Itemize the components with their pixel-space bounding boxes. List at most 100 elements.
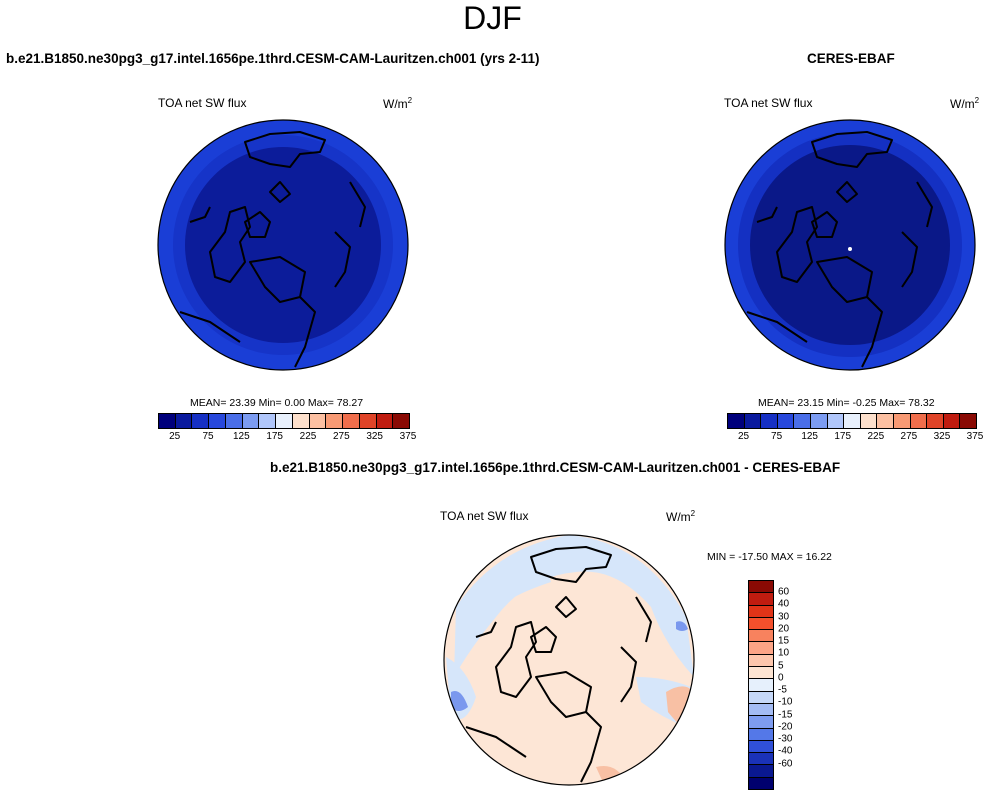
colorbar-swatch [749,703,773,717]
diff-colorbar [748,580,774,790]
colorbar-swatch [749,617,773,631]
colorbar-swatch [749,679,773,692]
colorbar-swatch [749,765,773,778]
model-polar-map [157,119,409,371]
colorbar-tick-label: 10 [778,647,790,659]
colorbar-tick-label: 375 [966,431,984,442]
obs-coastlines [746,131,933,368]
colorbar-swatch [910,414,928,428]
colorbar-swatch [326,414,344,428]
colorbar-swatch [827,414,845,428]
diff-units: W/m2 [666,509,696,524]
colorbar-swatch [761,414,778,428]
colorbar-tick-label: 175 [266,431,283,442]
colorbar-swatch [749,728,773,741]
model-units: W/m2 [383,96,413,111]
colorbar-swatch [777,414,795,428]
colorbar-swatch [844,414,861,428]
colorbar-swatch [960,414,976,428]
colorbar-tick-label: 325 [933,431,951,442]
obs-variable-title: TOA net SW flux [724,96,813,110]
colorbar-swatch [175,414,193,428]
colorbar-swatch [749,691,773,704]
colorbar-tick-label: 15 [778,635,790,647]
colorbar-tick-label: -20 [778,721,793,733]
colorbar-swatch [749,740,773,754]
colorbar-tick-label: 75 [771,431,783,442]
colorbar-swatch [309,414,327,428]
obs-map-inner-field [750,145,950,345]
colorbar-swatch [259,414,277,428]
colorbar-swatch [749,753,773,766]
colorbar-tick-label: 225 [299,431,317,442]
colorbar-swatch [749,716,773,729]
colorbar-swatch [393,414,410,428]
colorbar-swatch [749,777,773,790]
colorbar-tick-label: 275 [900,431,918,442]
colorbar-swatch [749,581,773,594]
colorbar-swatch [749,630,773,643]
colorbar-swatch [376,414,394,428]
colorbar-tick-label: 225 [867,431,885,442]
season-title: DJF [463,0,522,36]
colorbar-tick-label: 75 [202,431,214,442]
model-map-inner-field [185,147,381,343]
colorbar-tick-label: -40 [778,745,793,757]
diff-polar-map [443,534,695,786]
colorbar-tick-label: 125 [232,431,250,442]
obs-units: W/m2 [950,96,980,111]
obs-pole-marker [848,247,852,251]
obs-stats: MEAN= 23.15 Min= -0.25 Max= 78.32 [758,397,935,409]
colorbar-swatch [343,414,360,428]
colorbar-tick-label: -15 [778,709,793,721]
obs-colorbar [727,413,977,429]
model-coastlines [179,131,366,368]
colorbar-swatch [877,414,894,428]
colorbar-tick-label: 375 [399,431,417,442]
colorbar-swatch [276,414,293,428]
obs-polar-map [724,119,976,371]
colorbar-tick-label: 0 [778,672,784,684]
colorbar-tick-label: -60 [778,758,793,770]
colorbar-tick-label: 175 [834,431,852,442]
colorbar-swatch [893,414,911,428]
diff-coastlines [465,546,652,783]
colorbar-swatch [359,414,377,428]
colorbar-swatch [749,667,773,680]
colorbar-tick-label: 25 [169,431,181,442]
diff-colorbar-ticks: 60 40 30 20 15 10 5 0 -5 -10 -15 -20 -30 -40 -60 [778,580,818,788]
colorbar-tick-label: 325 [366,431,383,442]
colorbar-tick-label: 5 [778,660,784,672]
colorbar-swatch [749,654,773,668]
colorbar-swatch [749,642,773,655]
colorbar-tick-label: -5 [778,684,787,696]
colorbar-swatch [209,414,226,428]
colorbar-swatch [728,414,745,428]
colorbar-swatch [749,593,773,606]
model-colorbar-ticks: 25 75 125 175 225 275 325 375 [158,431,416,445]
colorbar-tick-label: 60 [778,586,790,598]
colorbar-swatch [749,605,773,618]
colorbar-swatch [860,414,878,428]
colorbar-tick-label: 30 [778,611,790,623]
colorbar-tick-label: 20 [778,623,790,635]
colorbar-tick-label: 40 [778,598,790,610]
colorbar-tick-label: 125 [801,431,818,442]
colorbar-swatch [810,414,828,428]
colorbar-tick-label: -10 [778,696,793,708]
colorbar-swatch [794,414,811,428]
colorbar-swatch [242,414,260,428]
colorbar-swatch [159,414,176,428]
colorbar-swatch [744,414,762,428]
obs-case-title: CERES-EBAF [807,51,895,66]
colorbar-swatch [943,414,961,428]
colorbar-tick-label: 275 [332,431,350,442]
colorbar-swatch [292,414,310,428]
model-case-title: b.e21.B1850.ne30pg3_g17.intel.1656pe.1th… [6,51,540,66]
colorbar-swatch [927,414,944,428]
diff-stats: MIN = -17.50 MAX = 16.22 [707,551,832,563]
colorbar-swatch [225,414,243,428]
obs-colorbar-ticks: 25 75 125 175 225 275 325 375 [727,431,983,445]
diff-variable-title: TOA net SW flux [440,509,529,523]
model-colorbar [158,413,410,429]
